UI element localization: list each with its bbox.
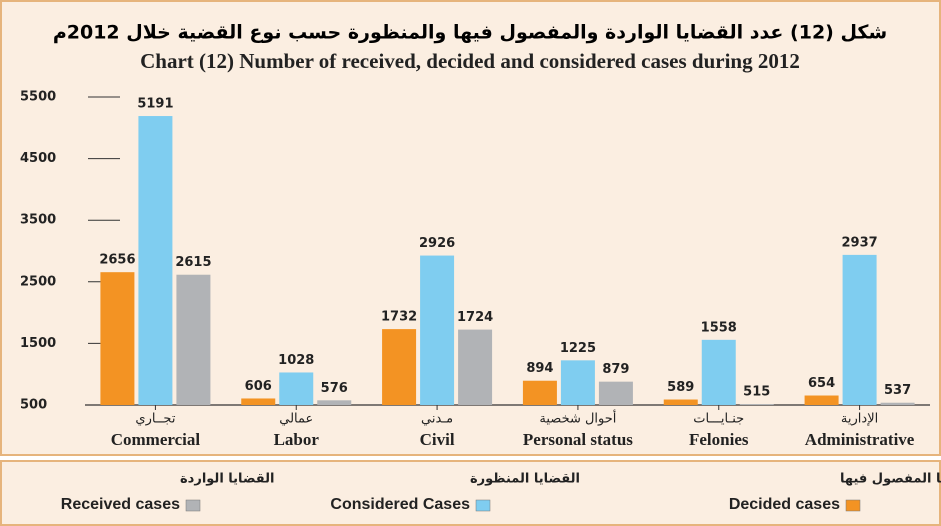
legend-label-ar: القضايا الواردة — [180, 472, 274, 487]
bar — [420, 255, 455, 405]
x-tick-label-ar: عمالي — [279, 412, 313, 427]
value-label: 2926 — [419, 236, 455, 251]
bar — [279, 372, 314, 405]
bar — [842, 254, 877, 405]
bar — [458, 329, 493, 405]
y-tick-label: 1500 — [20, 336, 56, 351]
bar — [739, 404, 774, 405]
value-label: 576 — [321, 381, 348, 396]
bar — [317, 400, 352, 405]
bar — [804, 395, 839, 405]
x-tick-label-ar: مـدني — [421, 412, 453, 427]
bar — [138, 116, 173, 406]
x-tick-label-ar: أحوال شخصية — [539, 410, 616, 427]
value-label: 589 — [667, 380, 694, 395]
y-tick-label: 500 — [20, 398, 47, 413]
legend-label: Decided cases — [729, 496, 840, 513]
chart-title: Chart (12) Number of received, decided a… — [140, 49, 800, 73]
legend-swatch — [475, 499, 491, 512]
value-label: 1028 — [278, 353, 314, 368]
legend-label: Considered Cases — [330, 496, 470, 513]
legend-swatch — [845, 499, 861, 512]
value-label: 879 — [602, 362, 629, 377]
value-label: 606 — [245, 379, 272, 394]
value-label: 654 — [808, 376, 835, 391]
chart-title-ar: شكل (12) عدد القضايا الواردة والمفصول في… — [53, 22, 887, 44]
x-tick-label: Labor — [274, 430, 320, 449]
x-tick-label: Commercial — [111, 430, 201, 449]
value-label: 537 — [884, 383, 911, 398]
bar — [176, 274, 211, 405]
x-tick-label-ar: جنـايـــات — [693, 412, 744, 427]
bar — [701, 339, 736, 405]
x-tick-label: Felonies — [689, 430, 749, 449]
value-label: 1732 — [381, 310, 417, 325]
legend-label-ar: القضايا المفصول فيها — [840, 472, 941, 487]
value-label: 1225 — [560, 341, 596, 356]
y-tick-label: 2500 — [20, 274, 56, 289]
y-tick-label: 3500 — [20, 213, 56, 228]
y-tick-label: 5500 — [20, 90, 56, 105]
x-tick-label: Civil — [420, 430, 455, 449]
y-tick-label: 4500 — [20, 151, 56, 166]
x-tick-label: Administrative — [805, 430, 915, 449]
bar — [663, 399, 698, 405]
x-tick-label-ar: الإدارية — [841, 412, 878, 427]
legend-swatch — [185, 499, 201, 512]
legend-label-ar: القضايا المنظورة — [470, 472, 580, 487]
value-label: 2656 — [99, 253, 135, 268]
bar — [880, 402, 915, 405]
value-label: 894 — [526, 361, 553, 376]
bar — [100, 272, 135, 405]
legend-panel — [0, 460, 941, 526]
value-label: 5191 — [137, 97, 173, 112]
value-label: 1724 — [457, 310, 493, 325]
bar — [598, 381, 633, 405]
value-label: 2937 — [841, 235, 877, 250]
x-tick-label-ar: تجــاري — [135, 412, 175, 427]
bar — [560, 360, 595, 405]
bar — [382, 329, 417, 405]
value-label: 1558 — [701, 320, 737, 335]
x-tick-label: Personal status — [523, 430, 633, 449]
bar — [522, 380, 557, 405]
bar — [241, 398, 276, 405]
value-label: 515 — [743, 385, 770, 400]
legend-label: Received cases — [61, 496, 180, 513]
value-label: 2615 — [175, 255, 211, 270]
